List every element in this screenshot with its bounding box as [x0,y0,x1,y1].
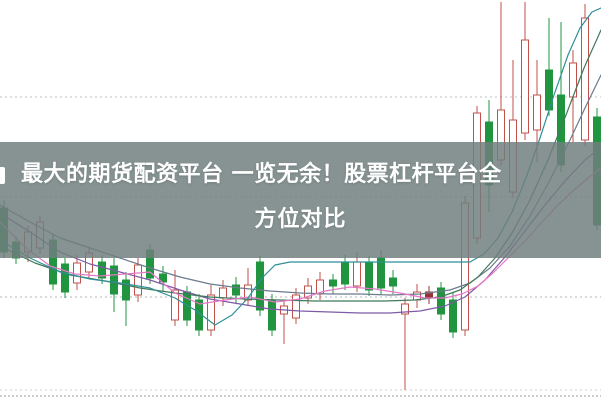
candle [207,285,215,336]
candle [122,272,130,326]
candle [292,288,300,324]
candle [437,282,445,320]
candle [449,292,457,338]
headline-line-2: 方位对比 [254,207,347,232]
candle [353,252,361,292]
candle [341,255,349,290]
headline-line-1: 最大的期货配资平台 一览无余！股票杠杆平台全 [21,162,502,187]
candle [98,255,106,284]
ma-teal [0,7,601,326]
headline-banner: 最大的期货配资平台 一览无余！股票杠杆平台全 方位对比 [0,142,601,258]
clipped-glyph-fragment [0,167,5,184]
candle [159,266,167,292]
candle [389,270,397,294]
candle [61,258,69,298]
candle [280,300,288,344]
candle [316,272,324,300]
candle [581,4,589,146]
candle [365,256,373,296]
candle [304,278,312,304]
candle [521,2,529,140]
candle [134,258,142,302]
candle [425,286,433,304]
candle [110,258,118,312]
candle [401,298,409,390]
candle [329,274,337,294]
